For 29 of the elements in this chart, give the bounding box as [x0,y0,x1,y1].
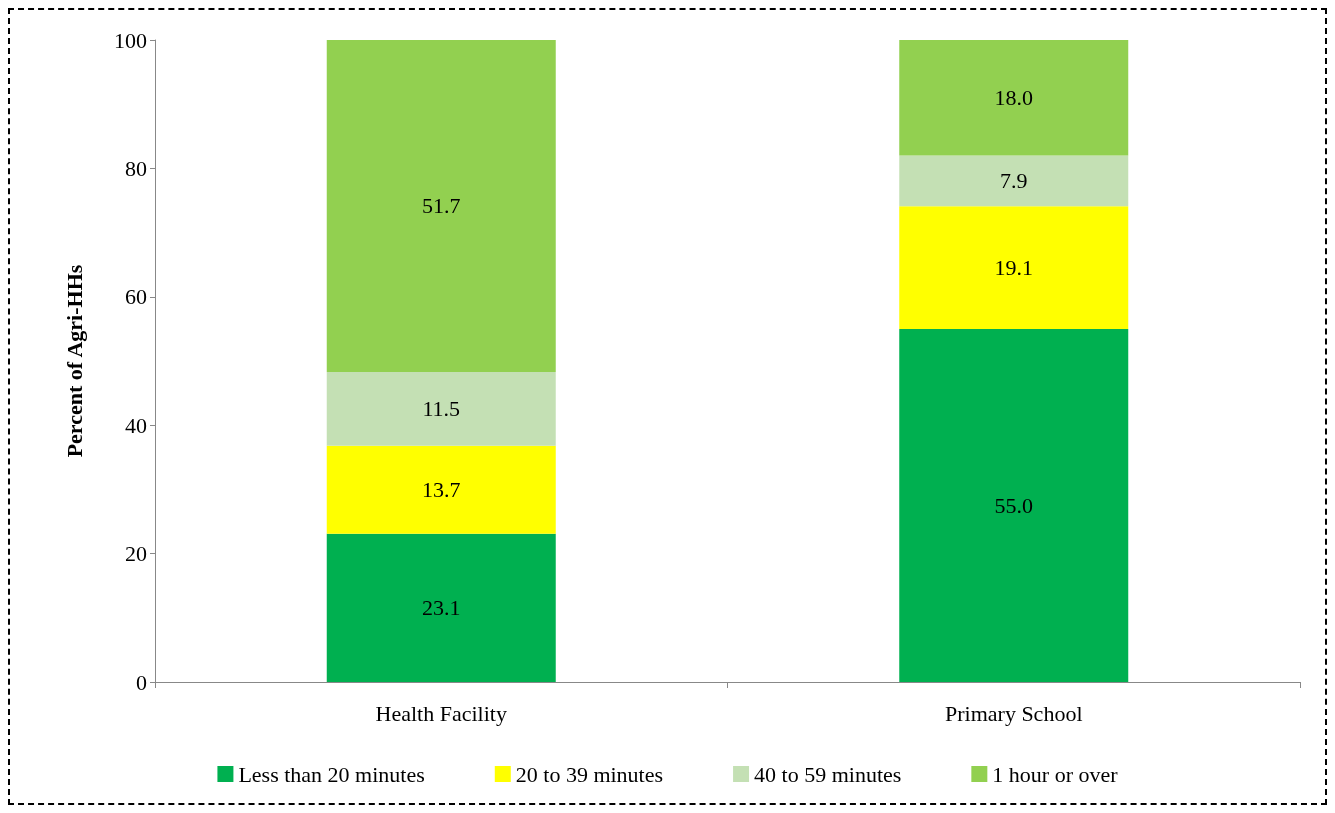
bar [899,40,1129,156]
legend-label: 20 to 39 minutes [515,761,664,787]
y-tick-label: 0 [136,669,147,695]
y-tick-label: 60 [125,284,147,310]
y-tick-label: 20 [125,541,147,567]
data-label: 23.1 [422,595,461,621]
bar [326,533,556,682]
bar [326,445,556,534]
legend-label: 1 hour or over [992,761,1119,787]
x-tick-label: Primary School [945,700,1083,726]
bar [899,328,1129,682]
data-label: 11.5 [422,396,461,422]
data-label: 51.7 [422,193,461,219]
y-tick-label: 100 [114,27,147,53]
data-label: 55.0 [994,492,1033,518]
y-tick-label: 80 [125,155,147,181]
data-label: 19.1 [994,255,1033,281]
legend-label: Less than 20 minutes [238,761,425,787]
x-tick-label: Health Facility [375,700,507,726]
data-label: 13.7 [422,477,461,503]
legend-label: 40 to 59 minutes [754,761,902,787]
y-axis-title: Percent of Agri-HHs [61,264,87,458]
bar [326,371,556,446]
bar [899,155,1129,207]
bar [899,206,1129,329]
data-label: 7.9 [1000,168,1028,194]
data-label: 18.0 [994,85,1033,111]
y-tick-label: 40 [125,412,147,438]
bar [326,40,556,372]
